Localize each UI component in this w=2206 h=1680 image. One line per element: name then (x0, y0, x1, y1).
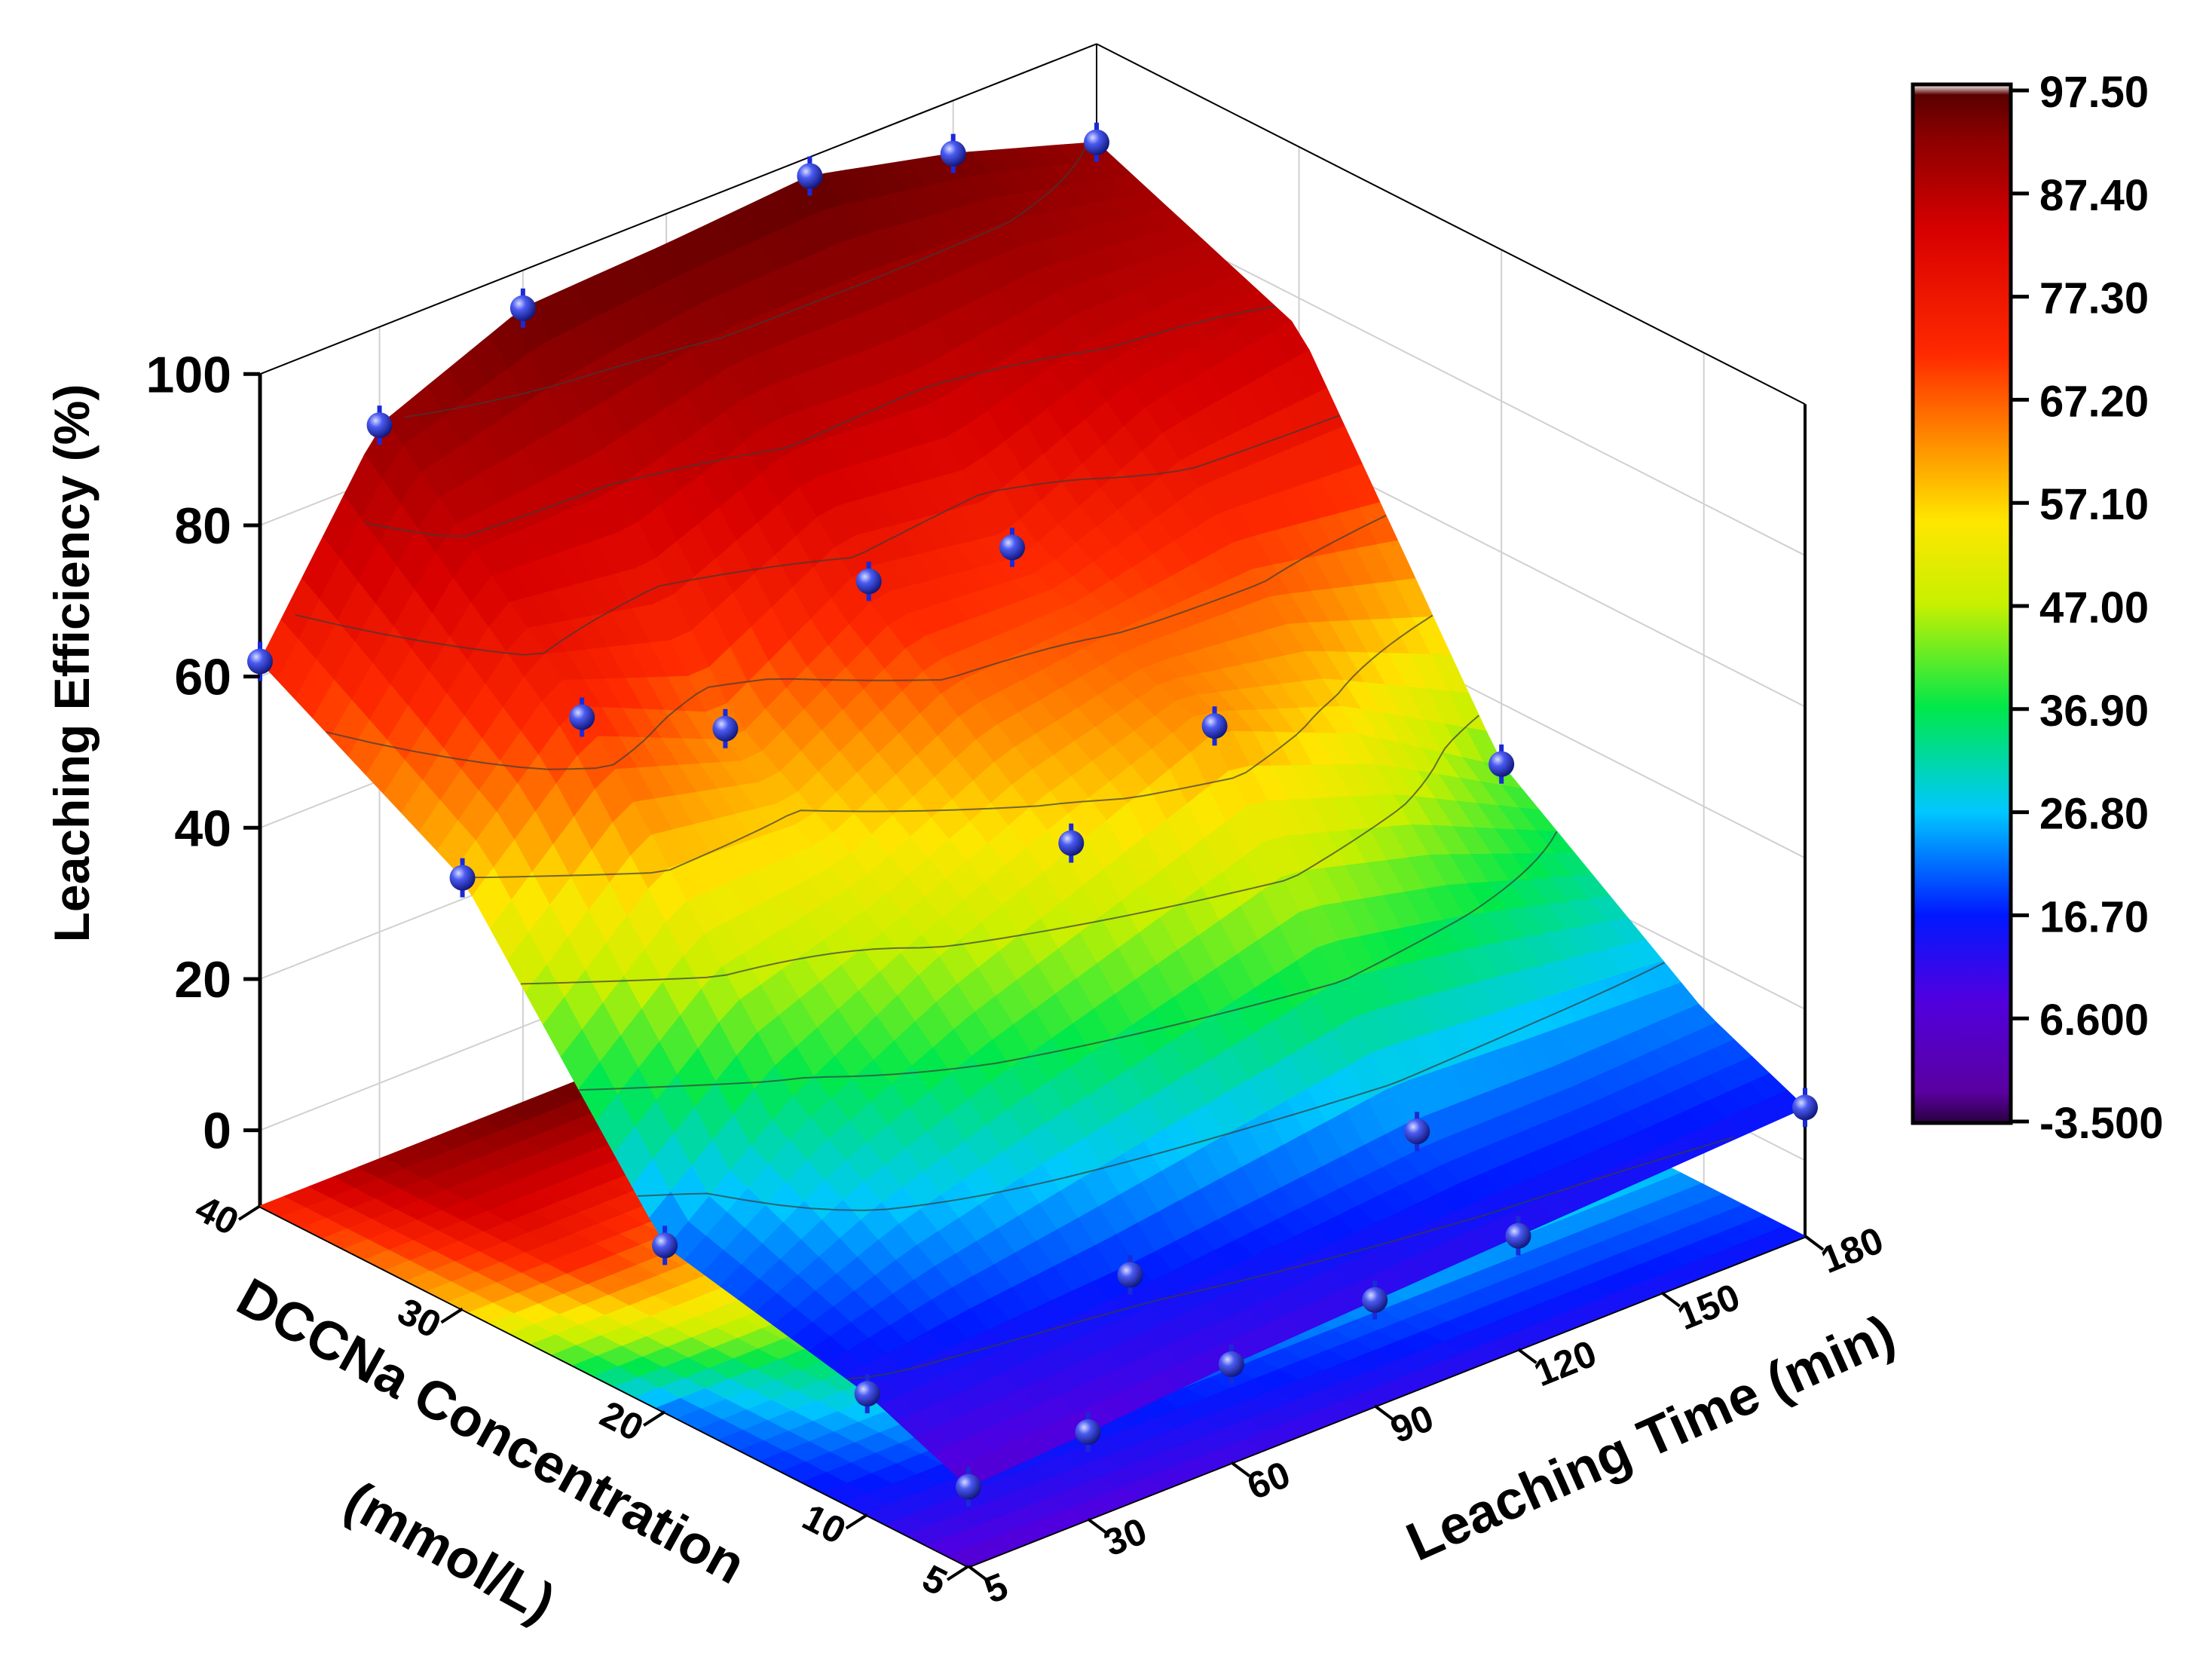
contour-line (846, 1137, 1734, 1380)
data-point (855, 562, 882, 601)
x-axis-title-line2: (mmol/L) (335, 1470, 565, 1633)
colorbar-label: 26.80 (2039, 790, 2149, 839)
z-tick-label: 100 (146, 346, 231, 403)
colorbar-label: 36.90 (2039, 687, 2149, 736)
y-tick-label: 30 (1098, 1510, 1153, 1565)
contour-line (638, 962, 1665, 1211)
colorbar-label: 67.20 (2039, 377, 2149, 426)
response-surface (259, 141, 1806, 1488)
y-tick-label: 180 (1815, 1219, 1889, 1281)
data-point (247, 641, 273, 681)
colorbar-label: 77.30 (2039, 274, 2149, 323)
data-point (569, 697, 595, 737)
z-tick-label: 20 (174, 951, 231, 1008)
contour-line (404, 145, 1087, 418)
z-tick-label: 80 (174, 497, 231, 555)
data-point (1117, 1255, 1143, 1295)
contour-line (295, 415, 1340, 656)
colorbar: 97.50 87.40 77.30 67.20 57.10 47.00 36.90 26.80… (1911, 68, 2163, 1148)
z-axis-title: Leaching Efficiency (%) (44, 384, 99, 943)
z-tick-label: 60 (174, 649, 231, 706)
contour-line (326, 515, 1387, 770)
data-point (712, 708, 739, 748)
data-point (1075, 1412, 1101, 1452)
x-tick-label: 40 (188, 1187, 245, 1244)
colorbar-gradient (1911, 82, 2013, 1125)
data-point (1489, 744, 1515, 784)
colorbar-label: 57.10 (2039, 480, 2149, 529)
data-point (956, 1467, 981, 1507)
data-point (509, 288, 536, 328)
contour-line (461, 614, 1433, 879)
data-points (247, 122, 1818, 1507)
data-point (797, 156, 823, 196)
contour-line (579, 831, 1558, 1091)
colorbar-label: 16.70 (2039, 892, 2149, 941)
data-point (999, 528, 1025, 568)
data-point (1218, 1344, 1244, 1384)
data-point (652, 1226, 678, 1265)
data-point (1362, 1280, 1388, 1320)
data-point (449, 858, 476, 898)
z-tick-label: 0 (203, 1103, 231, 1160)
colorbar-label: -3.500 (2039, 1099, 2163, 1148)
y-tick-label: 60 (1241, 1453, 1296, 1508)
data-point (1792, 1088, 1818, 1128)
data-point (366, 405, 393, 445)
colorbar-label: 87.40 (2039, 171, 2149, 220)
data-point (1505, 1216, 1531, 1256)
data-point (1058, 823, 1085, 863)
data-point (1201, 706, 1228, 746)
data-point (854, 1374, 880, 1414)
data-point (940, 133, 966, 173)
contour-line (363, 305, 1275, 537)
data-point (1084, 122, 1109, 162)
colorbar-label: 97.50 (2039, 68, 2149, 117)
y-tick-label: 5 (978, 1565, 1014, 1611)
y-tick-label: 90 (1384, 1397, 1440, 1452)
contour-line (521, 715, 1479, 985)
colorbar-label: 6.600 (2039, 996, 2149, 1045)
z-tick-label: 40 (174, 800, 231, 857)
data-point (1404, 1112, 1430, 1152)
colorbar-label: 47.00 (2039, 583, 2149, 632)
